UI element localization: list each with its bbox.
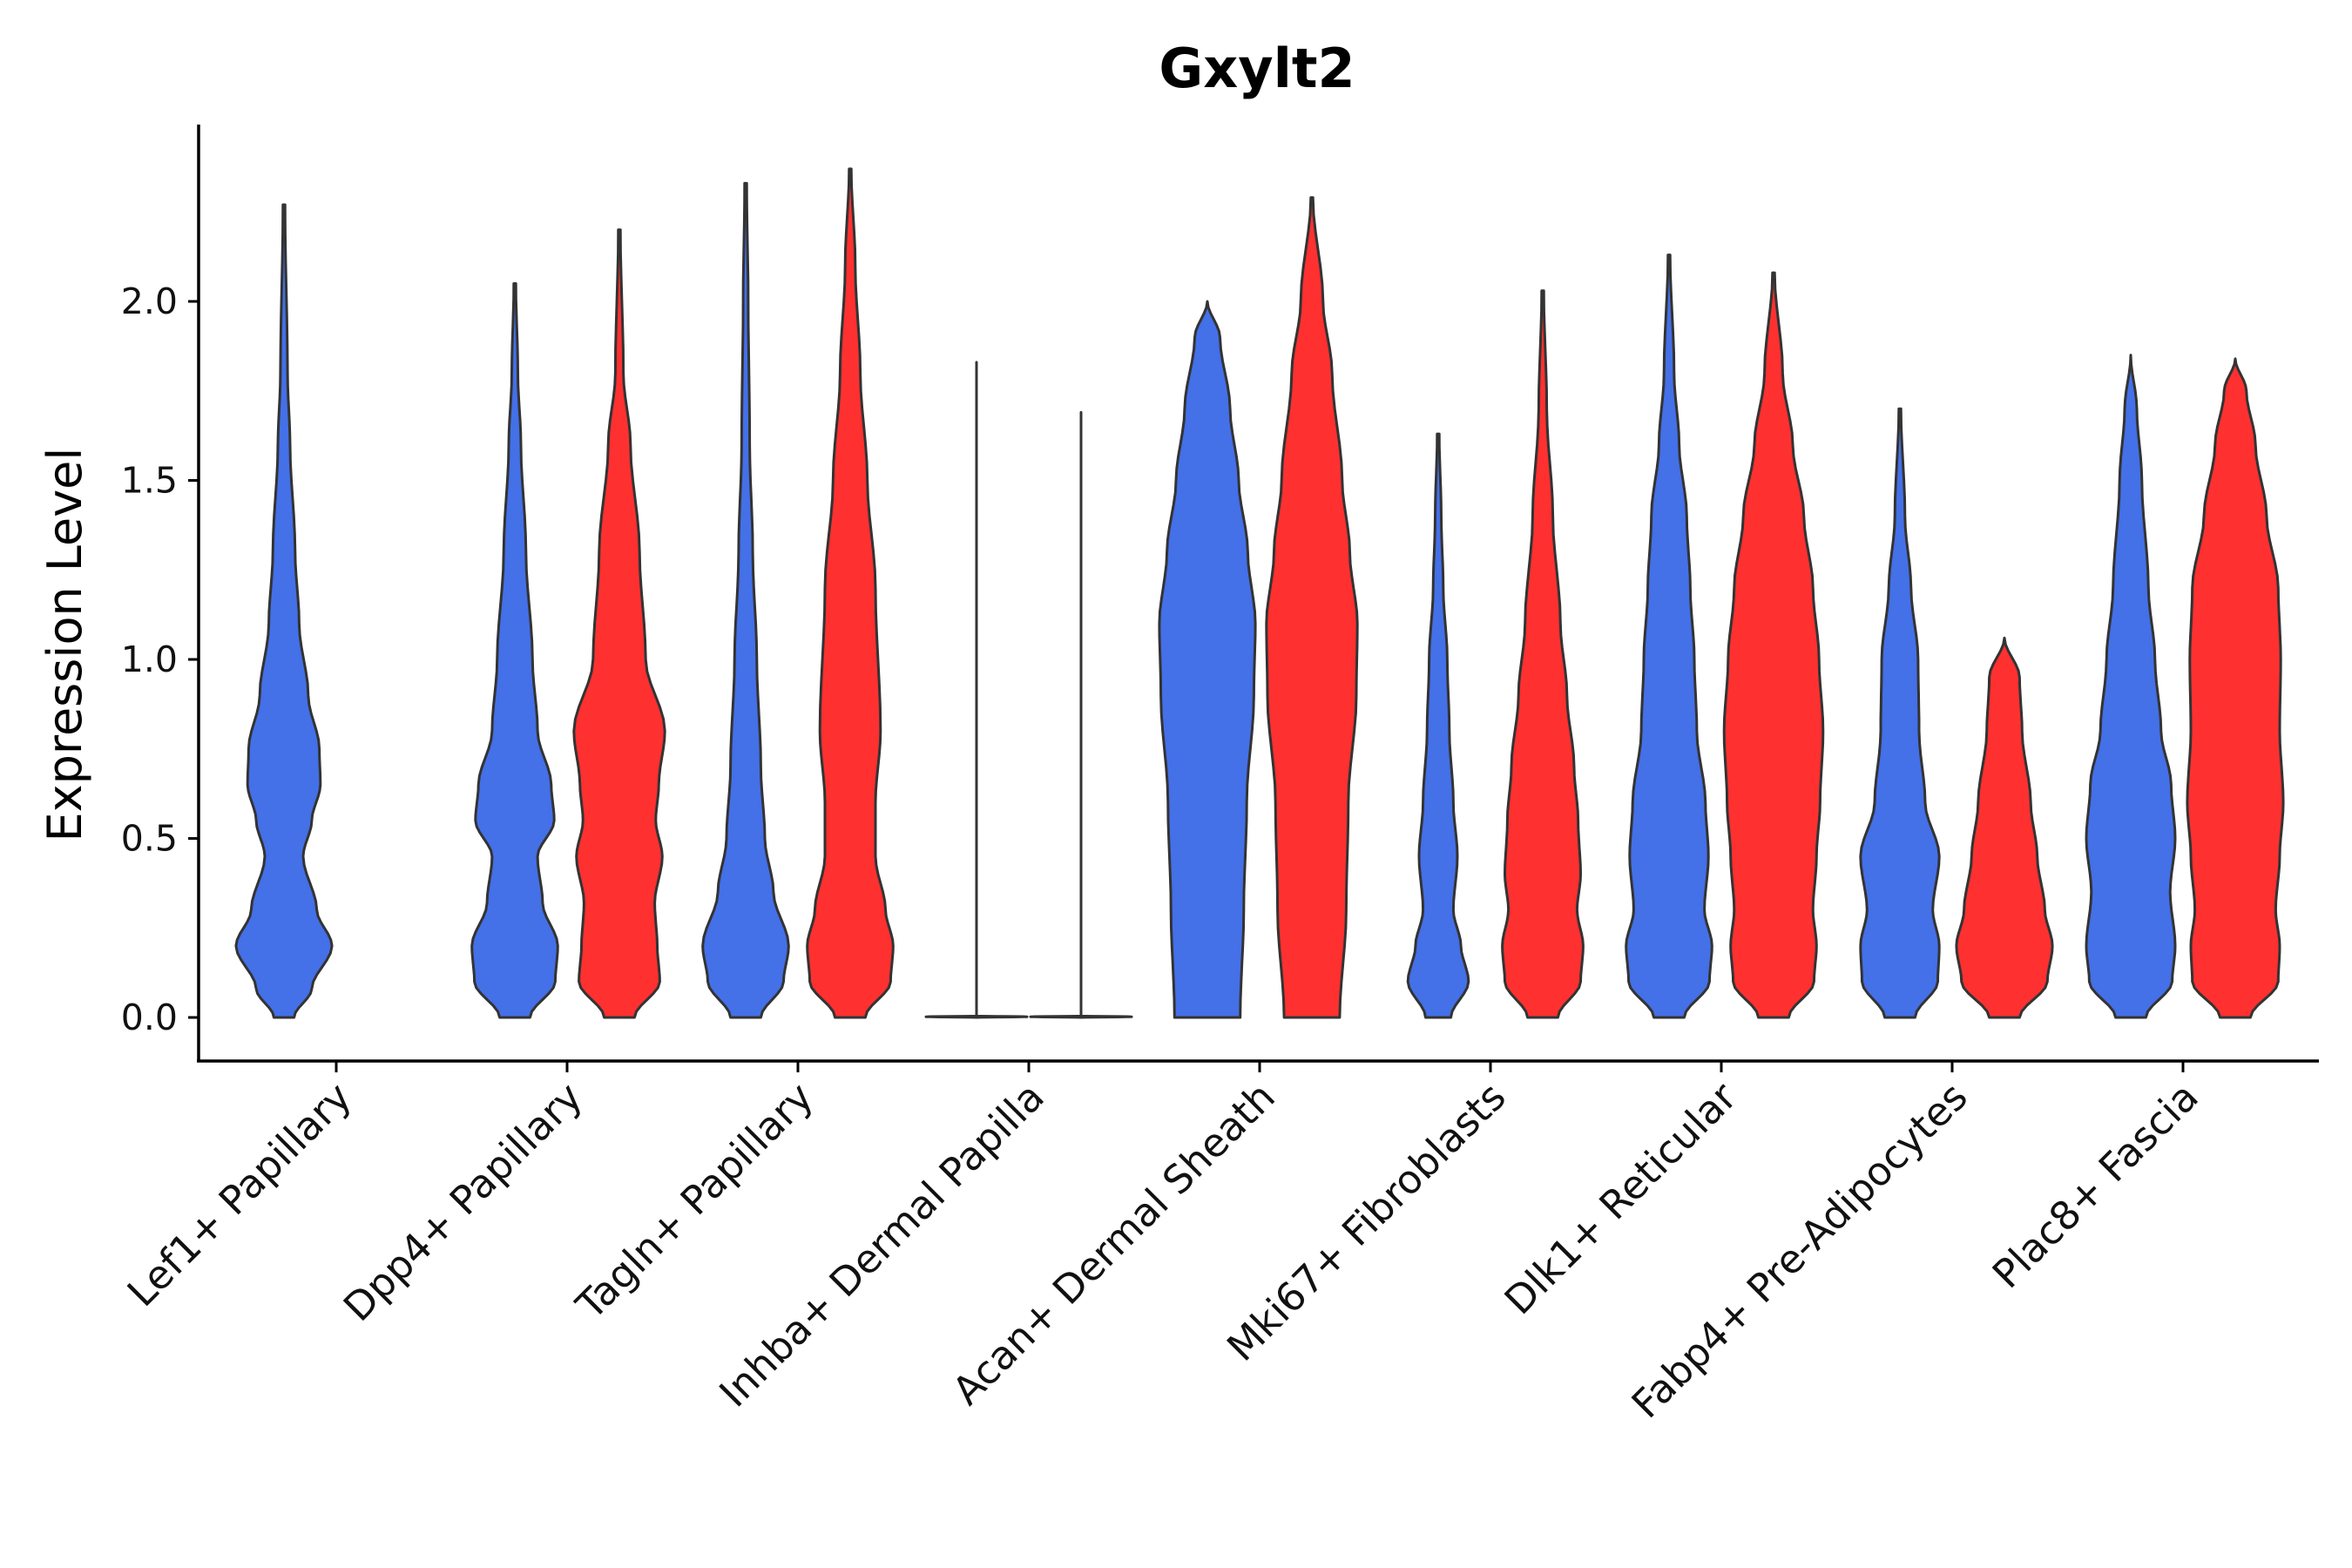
violin-mki67-fibroblasts-group-1 [1406,432,1470,1019]
axes [197,125,2319,1063]
y-tick-label: 2.0 [121,280,178,322]
violin-dpp4-papillary-group-2 [572,228,666,1019]
violin-group [234,167,2285,1019]
violin-lef1-papillary-group-1 [234,203,334,1019]
violin-fabp4-pre-adipocytes-group-1 [1859,407,1941,1019]
violin-dlk1-reticular-group-2 [1722,271,1825,1019]
violin-inhba-dermal-papilla-group-2 [1029,410,1133,1019]
violin-fabp4-pre-adipocytes-group-2 [1955,636,2054,1019]
y-tick-label: 1.5 [121,460,178,502]
y-tick-label: 1.0 [121,639,178,680]
violin-inhba-dermal-papilla-group-1 [924,361,1029,1019]
violin-acan-dermal-sheath-group-2 [1265,196,1359,1019]
violin-plac8-fascia-group-1 [2085,354,2177,1019]
violin-plac8-fascia-group-2 [2186,357,2285,1019]
y-tick-label: 0.0 [121,997,178,1038]
y-tick-label: 0.5 [121,818,178,860]
violin-dpp4-papillary-group-1 [470,282,559,1019]
violin-dlk1-reticular-group-1 [1625,253,1713,1019]
y-ticks: 0.0 0.5 1.0 1.5 2.0 [121,280,199,1038]
chart-title: Gxylt2 [1159,37,1355,100]
y-axis-label: Expression Level [37,448,92,842]
violin-tagln-papillary-group-1 [701,181,790,1019]
violin-acan-dermal-sheath-group-1 [1158,300,1257,1019]
violin-tagln-papillary-group-2 [806,167,895,1019]
violin-mki67-fibroblasts-group-2 [1501,289,1585,1019]
